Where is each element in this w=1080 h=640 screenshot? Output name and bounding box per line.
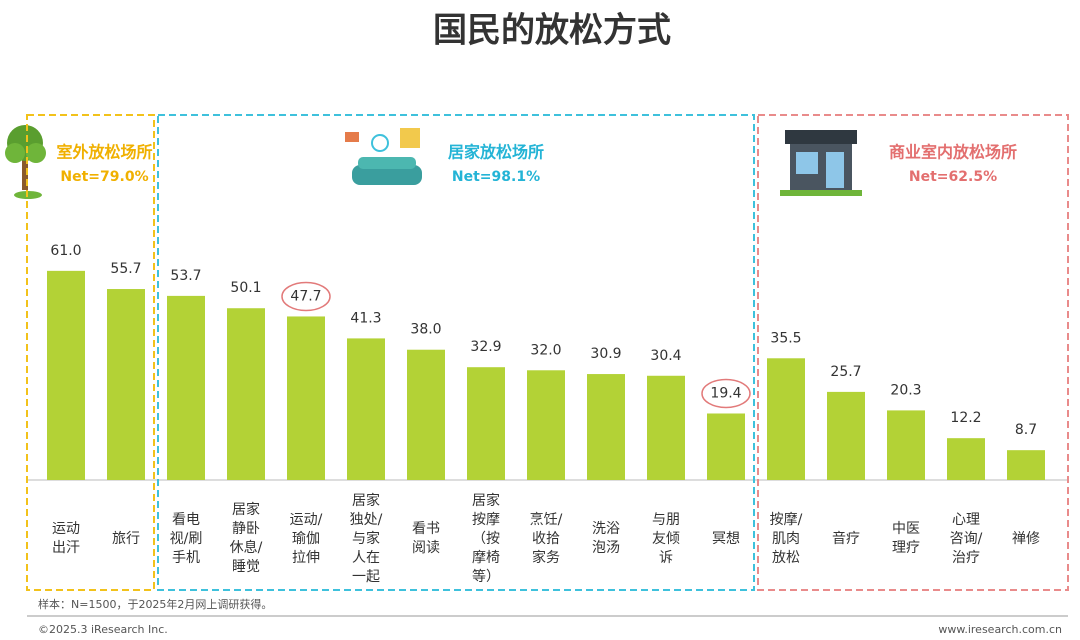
bar (347, 338, 385, 480)
value-label: 38.0 (410, 322, 441, 338)
bar (407, 349, 445, 480)
bar (647, 375, 685, 480)
x-tick-label: 中医 理疗 (892, 521, 920, 556)
group-net: Net=98.1% (452, 169, 540, 185)
x-tick-label: 运动/ 瑜伽 拉伸 (289, 511, 323, 566)
x-tick-label: 洗浴 泡汤 (592, 521, 620, 556)
tree-icon (5, 125, 46, 199)
bar (527, 370, 565, 480)
group-net: Net=62.5% (909, 169, 997, 185)
x-tick-label: 看书 阅读 (412, 521, 440, 556)
group-title: 居家放松场所 (448, 143, 544, 162)
x-tick-label: 看电 视/刷 手机 (169, 511, 203, 566)
x-tick-label: 音疗 (832, 530, 860, 547)
value-label: 25.7 (830, 364, 861, 380)
value-label: 8.7 (1015, 422, 1037, 438)
x-tick-label: 运动 出汗 (52, 521, 80, 556)
value-label: 61.0 (50, 243, 81, 259)
highlight-circle (281, 281, 331, 312)
value-label: 35.5 (770, 330, 801, 346)
value-label: 32.9 (470, 339, 501, 355)
x-tick-label: 按摩/ 肌肉 放松 (769, 511, 803, 566)
shop-icon (780, 130, 862, 196)
x-tick-label: 居家 静卧 休息/ 睡觉 (229, 502, 263, 575)
value-label: 53.7 (170, 268, 201, 284)
value-label: 19.4 (710, 385, 741, 401)
highlight-circle (701, 378, 751, 409)
bar (47, 270, 85, 480)
group-box (157, 114, 755, 591)
bar (287, 316, 325, 480)
value-label: 20.3 (890, 382, 921, 398)
bar (887, 410, 925, 480)
bar (947, 438, 985, 480)
x-tick-label: 居家 按摩 （按 摩椅 等） (472, 492, 500, 585)
website: www.iresearch.com.cn (938, 623, 1062, 636)
bar (707, 413, 745, 480)
value-label: 32.0 (530, 342, 561, 358)
value-label: 30.9 (590, 346, 621, 362)
group-net: Net=79.0% (60, 169, 148, 185)
chart-title: 国民的放松方式 (433, 11, 671, 51)
bar (227, 308, 265, 480)
bar (827, 391, 865, 480)
value-label: 12.2 (950, 410, 981, 426)
copyright: ©2025.3 iResearch Inc. (38, 623, 168, 636)
x-tick-label: 居家 独处/ 与家 人在 一起 (349, 492, 383, 585)
group-title: 商业室内放松场所 (889, 143, 1017, 162)
bar (767, 358, 805, 480)
bar (167, 295, 205, 480)
group-box (757, 114, 1069, 591)
value-label: 50.1 (230, 280, 261, 296)
x-tick-label: 烹饪/ 收拾 家务 (529, 511, 563, 566)
value-label: 47.7 (290, 288, 321, 304)
x-tick-label: 旅行 (112, 530, 140, 547)
group-box (26, 114, 155, 591)
bar (107, 289, 145, 480)
x-tick-label: 心理 咨询/ 治疗 (949, 511, 983, 566)
note: 样本：N=1500，于2025年2月网上调研获得。 (38, 597, 272, 611)
home-icon (345, 128, 422, 185)
x-tick-label: 与朋 友倾 诉 (652, 511, 680, 566)
value-label: 30.4 (650, 348, 681, 364)
bar (1007, 450, 1045, 480)
x-tick-label: 禅修 (1012, 530, 1040, 547)
x-tick-label: 冥想 (712, 530, 740, 547)
value-label: 41.3 (350, 310, 381, 326)
bar (587, 374, 625, 480)
bar (467, 367, 505, 480)
value-label: 55.7 (110, 261, 141, 277)
group-title: 室外放松场所 (56, 143, 152, 162)
